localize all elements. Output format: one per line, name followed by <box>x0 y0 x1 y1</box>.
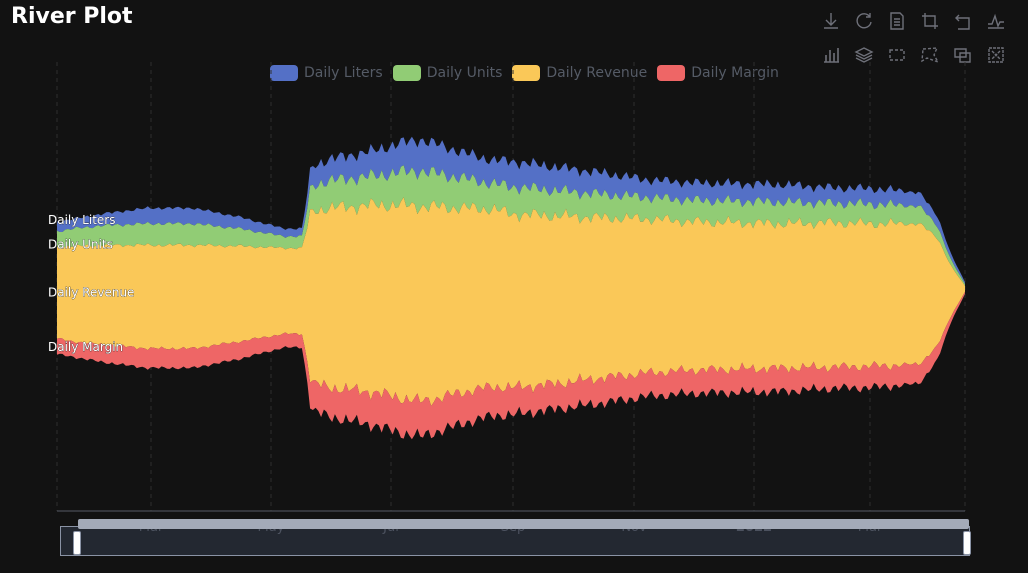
legend-swatch <box>512 65 541 81</box>
legend-item-liters[interactable]: Daily Liters <box>270 63 383 83</box>
select-rect-icon[interactable] <box>886 44 908 66</box>
river-label-revenue: Daily Revenue <box>48 286 134 300</box>
data-zoom-handle-right[interactable] <box>963 531 971 555</box>
river-layer-margin[interactable] <box>57 291 965 440</box>
river-layer-revenue[interactable] <box>57 197 965 406</box>
toolbox <box>820 10 1020 70</box>
legend-item-margin[interactable]: Daily Margin <box>657 63 779 83</box>
legend-swatch <box>657 65 686 81</box>
legend: Daily Liters Daily Units Daily Revenue D… <box>270 63 789 83</box>
river-label-margin: Daily Margin <box>48 340 123 354</box>
stack-icon[interactable] <box>853 44 875 66</box>
river-label-units: Daily Units <box>48 238 113 252</box>
legend-label: Daily Liters <box>304 65 383 81</box>
select-clear-icon[interactable] <box>985 44 1007 66</box>
refresh-icon[interactable] <box>853 10 875 32</box>
zoom-reset-icon[interactable] <box>952 10 974 32</box>
legend-label: Daily Units <box>426 65 503 81</box>
river-label-liters: Daily Liters <box>48 213 115 227</box>
legend-item-units[interactable]: Daily Units <box>392 63 503 83</box>
river-layer-liters[interactable] <box>57 136 965 285</box>
legend-label: Daily Margin <box>691 65 779 81</box>
legend-label: Daily Revenue <box>546 65 648 81</box>
download-icon[interactable] <box>820 10 842 32</box>
line-chart-icon[interactable] <box>985 10 1007 32</box>
bar-chart-icon[interactable] <box>820 44 842 66</box>
legend-item-revenue[interactable]: Daily Revenue <box>512 63 647 83</box>
legend-swatch <box>270 65 298 81</box>
data-zoom-slider[interactable] <box>60 519 971 556</box>
data-view-icon[interactable] <box>886 10 908 32</box>
chart-title: River Plot <box>11 4 133 29</box>
select-lasso-icon[interactable] <box>919 44 941 66</box>
legend-swatch <box>392 65 421 81</box>
river-layer-units[interactable] <box>57 165 965 286</box>
select-keep-icon[interactable] <box>952 44 974 66</box>
data-zoom-handle-left[interactable] <box>73 531 81 555</box>
data-zoom-bar <box>78 519 969 529</box>
zoom-icon[interactable] <box>919 10 941 32</box>
